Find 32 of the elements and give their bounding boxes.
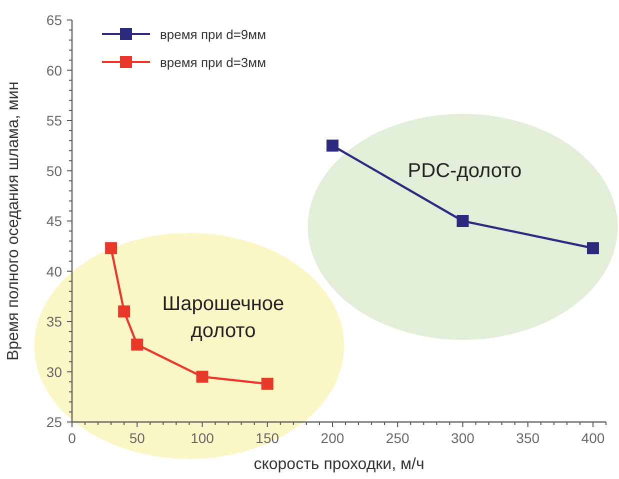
y-tick-label: 60 [46,62,62,78]
y-tick-label: 35 [46,314,62,330]
y-axis-title: Время полного оседания шлама, мин [5,82,22,360]
y-tick-label: 30 [46,364,62,380]
point [131,338,144,351]
y-tick-label: 40 [46,263,62,280]
x-tick-label: 0 [68,430,76,446]
x-tick-label: 150 [256,430,280,446]
x-tick-label: 100 [190,430,214,446]
y-tick-label: 25 [46,414,62,430]
annotation: Шарошечное долото [162,292,284,342]
point [586,242,599,254]
point [196,370,208,383]
point [456,215,469,227]
x-tick-label: 350 [516,430,540,446]
y-tick-label: 50 [46,162,62,179]
point [261,378,274,390]
x-tick-label: 50 [129,430,146,446]
annotation: PDC-долото [408,160,522,182]
y-tick-label: 65 [46,12,62,28]
x-tick-label: 400 [581,430,605,446]
legend-label: время при d=9мм [160,27,266,42]
x-tick-label: 250 [386,430,410,446]
x-tick-label: 300 [451,430,475,446]
x-axis-title: скорость проходки, м/ч [254,456,424,473]
y-tick-label: 45 [46,213,62,229]
x-tick-label: 200 [320,430,344,446]
point [118,305,130,318]
legend-label: время при d=3мм [160,55,266,70]
point [326,140,338,152]
point [105,242,118,254]
y-tick-label: 55 [46,112,62,128]
